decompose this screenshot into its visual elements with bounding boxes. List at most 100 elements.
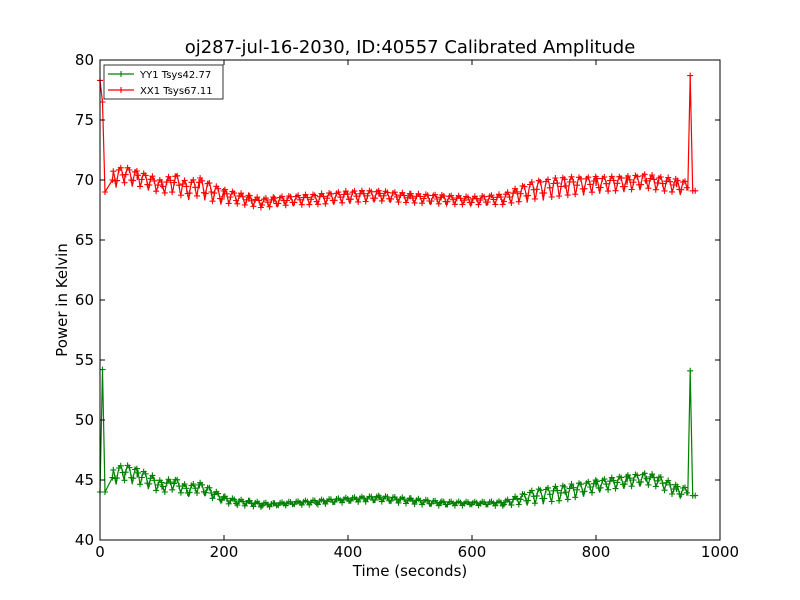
data-point bbox=[388, 195, 395, 202]
series-1 bbox=[97, 72, 699, 211]
data-point bbox=[368, 493, 375, 500]
data-point bbox=[465, 194, 471, 201]
data-point bbox=[618, 474, 625, 481]
data-point bbox=[135, 469, 142, 476]
data-point bbox=[592, 477, 599, 484]
data-point bbox=[110, 466, 117, 473]
data-point bbox=[384, 494, 391, 500]
legend-entries: YY1 Tsys42.77 XX1 Tsys67.11 bbox=[108, 70, 213, 97]
data-point bbox=[121, 477, 128, 484]
data-point bbox=[628, 186, 635, 193]
data-point bbox=[206, 180, 213, 186]
data-point bbox=[624, 173, 631, 179]
data-point bbox=[649, 172, 656, 178]
data-point bbox=[610, 177, 617, 184]
y-tick-label: 55 bbox=[75, 351, 94, 369]
data-point bbox=[411, 501, 418, 508]
data-point bbox=[149, 173, 156, 180]
data-point bbox=[488, 192, 495, 199]
data-point bbox=[630, 179, 637, 186]
data-point bbox=[161, 489, 168, 495]
data-point bbox=[194, 192, 200, 199]
data-point bbox=[612, 485, 619, 492]
data-point bbox=[528, 487, 535, 494]
data-point bbox=[521, 183, 528, 190]
data-point bbox=[199, 481, 205, 488]
data-point bbox=[440, 193, 447, 199]
data-point bbox=[313, 500, 320, 507]
data-point bbox=[645, 481, 652, 488]
data-point bbox=[603, 481, 610, 488]
data-point bbox=[287, 193, 294, 200]
data-point bbox=[670, 486, 677, 493]
data-point bbox=[122, 171, 129, 178]
data-point bbox=[114, 475, 120, 481]
data-point bbox=[432, 191, 439, 198]
x-tick-label: 400 bbox=[334, 543, 363, 561]
data-point bbox=[674, 483, 681, 490]
x-tick-label: 1000 bbox=[701, 543, 739, 561]
data-point bbox=[271, 195, 278, 202]
data-point bbox=[546, 491, 553, 498]
data-point bbox=[102, 489, 108, 495]
data-point bbox=[133, 168, 140, 174]
data-point bbox=[546, 184, 553, 191]
data-point bbox=[473, 195, 480, 202]
data-point bbox=[177, 489, 184, 496]
data-point bbox=[133, 465, 140, 472]
data-point bbox=[587, 181, 594, 188]
data-point bbox=[548, 498, 555, 505]
data-point bbox=[624, 472, 631, 479]
data-point bbox=[384, 189, 391, 196]
data-point bbox=[167, 177, 174, 184]
data-point bbox=[499, 502, 506, 509]
data-point bbox=[661, 187, 668, 194]
data-point bbox=[556, 497, 563, 504]
data-point bbox=[500, 501, 507, 508]
data-point bbox=[417, 497, 424, 504]
data-point bbox=[372, 497, 378, 503]
x-tick-label: 800 bbox=[582, 543, 611, 561]
data-point bbox=[434, 196, 440, 202]
data-point bbox=[531, 500, 538, 507]
data-point bbox=[339, 199, 346, 206]
data-point bbox=[638, 181, 644, 188]
data-point bbox=[181, 481, 188, 488]
data-point bbox=[324, 195, 331, 202]
data-point bbox=[254, 194, 261, 201]
data-point bbox=[614, 180, 621, 187]
data-point bbox=[351, 188, 358, 195]
data-point bbox=[484, 199, 491, 205]
data-point bbox=[376, 494, 383, 501]
legend-swatch-marker bbox=[118, 71, 124, 77]
data-point bbox=[626, 176, 633, 183]
data-point bbox=[641, 171, 648, 178]
data-point bbox=[138, 474, 145, 481]
data-point bbox=[239, 498, 246, 505]
data-point bbox=[661, 487, 668, 494]
data-point bbox=[566, 485, 573, 492]
data-point bbox=[169, 486, 176, 493]
data-point bbox=[497, 194, 504, 200]
data-point bbox=[537, 179, 544, 186]
data-point bbox=[508, 502, 515, 509]
y-tick-label: 80 bbox=[75, 51, 94, 69]
data-point bbox=[608, 173, 615, 180]
data-point bbox=[159, 483, 166, 490]
data-point bbox=[282, 202, 289, 209]
legend-swatch-marker bbox=[118, 87, 124, 93]
series-line bbox=[99, 75, 696, 209]
data-point bbox=[362, 198, 369, 205]
data-point bbox=[669, 491, 675, 497]
data-point bbox=[223, 190, 230, 197]
data-point bbox=[121, 179, 128, 186]
data-point bbox=[621, 183, 628, 190]
data-point bbox=[378, 197, 385, 204]
data-point bbox=[320, 193, 327, 200]
data-point bbox=[165, 173, 172, 180]
data-point bbox=[683, 489, 690, 496]
data-point bbox=[209, 495, 216, 502]
data-point bbox=[581, 185, 588, 192]
data-point bbox=[248, 197, 255, 204]
data-point bbox=[652, 483, 659, 490]
